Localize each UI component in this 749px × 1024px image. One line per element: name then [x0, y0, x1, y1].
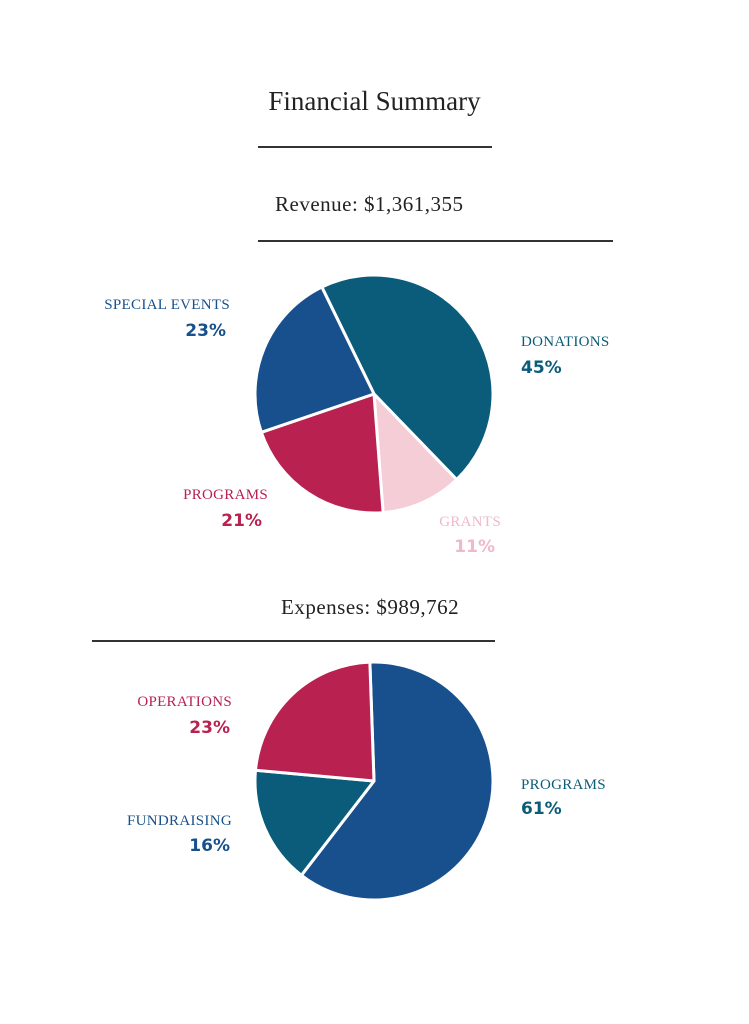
- legend-label-special-events: SPECIAL EVENTS: [104, 297, 230, 313]
- data-label-programs: 21%: [221, 511, 262, 531]
- legend-label-fundraising: FUNDRAISING: [127, 813, 232, 829]
- pie-slice-operations: [253, 660, 376, 783]
- data-label-donations: 45%: [521, 358, 562, 378]
- expenses-divider: [92, 640, 495, 642]
- legend-label-programs-expense: PROGRAMS: [521, 777, 606, 793]
- revenue-divider: [258, 240, 613, 242]
- pie-slice-fundraising: [253, 768, 376, 877]
- legend-label-programs: PROGRAMS: [183, 487, 268, 503]
- data-label-operations: 23%: [189, 718, 230, 738]
- pie-slice-programs: [299, 660, 495, 902]
- data-label-special-events: 23%: [185, 321, 226, 341]
- legend-label-grants: GRANTS: [439, 514, 501, 530]
- pie-slice-special-events: [253, 285, 376, 434]
- revenue-pie-chart: [253, 273, 495, 515]
- expenses-pie-chart: [253, 660, 495, 902]
- legend-label-operations: OPERATIONS: [137, 694, 232, 710]
- pie-slice-donations: [320, 273, 495, 482]
- revenue-title: Revenue: $1,361,355: [275, 192, 464, 216]
- data-label-programs-expense: 61%: [521, 799, 562, 819]
- legend-label-donations: DONATIONS: [521, 334, 610, 350]
- data-label-fundraising: 16%: [189, 836, 230, 856]
- expenses-title: Expenses: $989,762: [281, 595, 460, 619]
- pie-slice-grants: [372, 392, 459, 515]
- title-divider: [258, 146, 492, 148]
- pie-slice-programs: [259, 392, 385, 515]
- data-label-grants: 11%: [454, 537, 495, 557]
- page-title: Financial Summary: [268, 86, 481, 116]
